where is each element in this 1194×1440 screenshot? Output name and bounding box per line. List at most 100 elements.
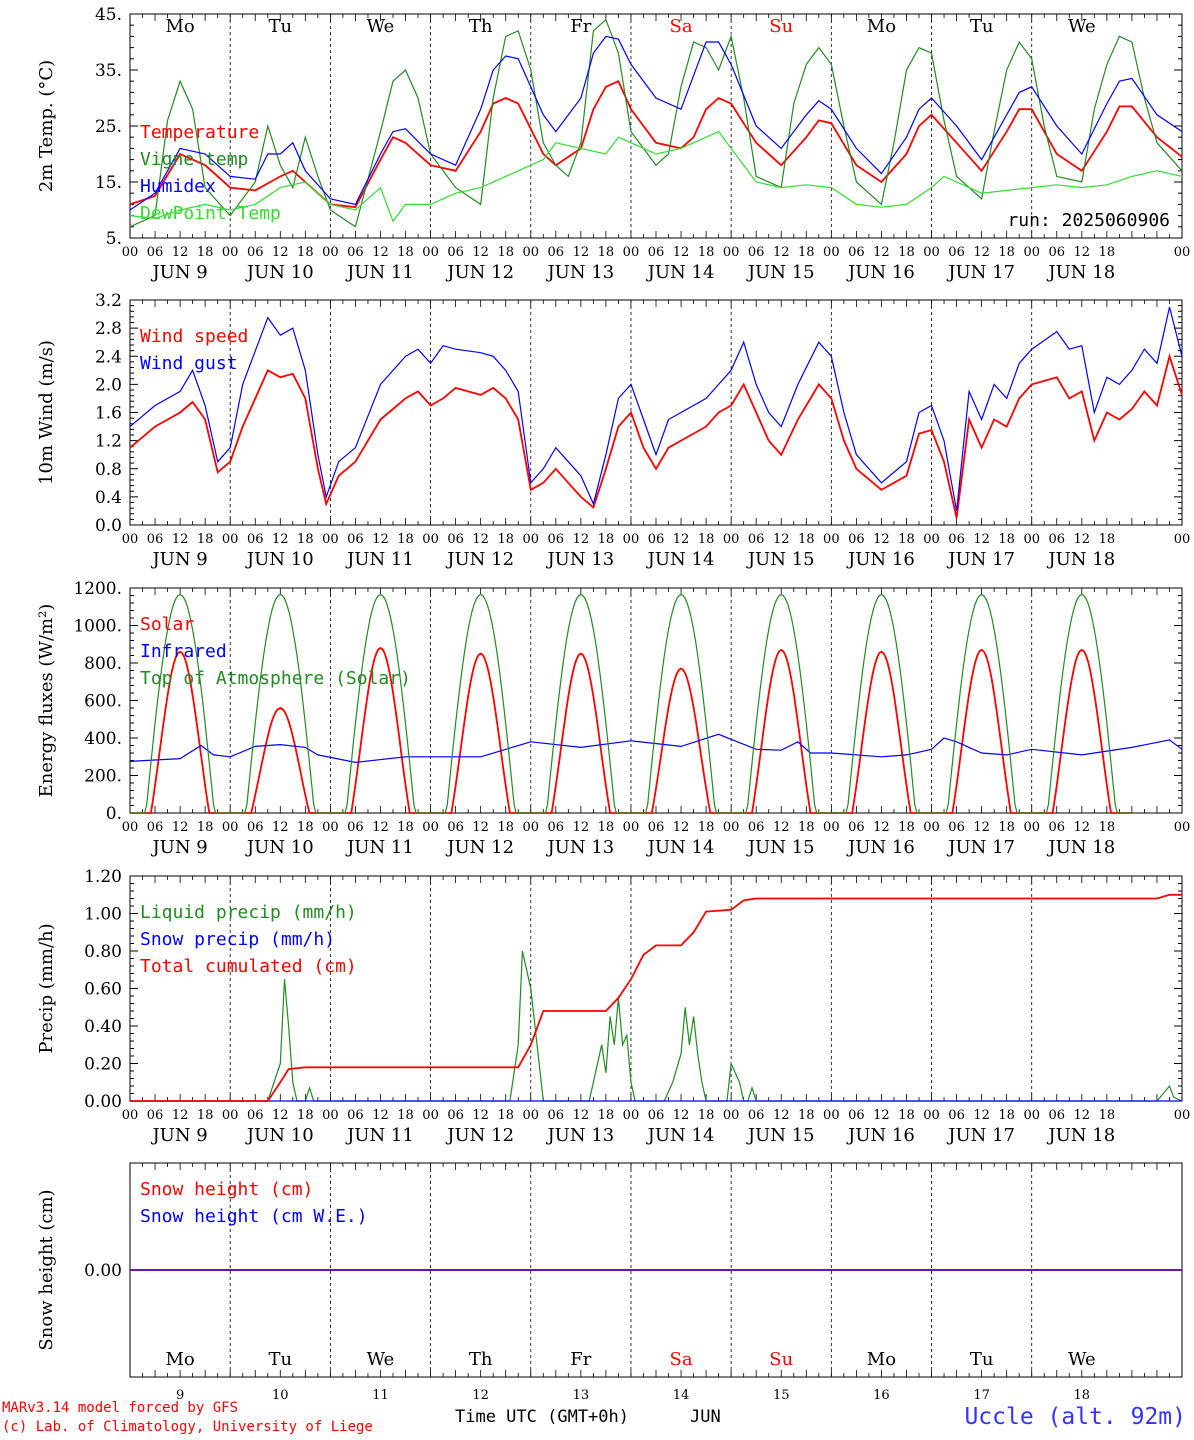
hour-tick-label: 00 xyxy=(222,532,239,547)
hour-tick-label: 00 xyxy=(322,245,339,260)
y-tick-label: 800. xyxy=(84,654,122,674)
date-label: JUN 12 xyxy=(445,837,514,858)
hour-tick-label: 06 xyxy=(748,532,765,547)
hour-tick-label: 06 xyxy=(948,820,965,835)
hour-tick-label: 18 xyxy=(197,532,214,547)
hour-tick-label: 00 xyxy=(1174,820,1191,835)
hour-tick-label: 18 xyxy=(998,820,1015,835)
y-tick-label: 5. xyxy=(106,229,122,249)
date-label: JUN 10 xyxy=(245,549,314,570)
hour-tick-label: 18 xyxy=(1099,245,1116,260)
hour-tick-label: 06 xyxy=(948,532,965,547)
y-tick-label: 1.20 xyxy=(84,867,122,887)
date-label: JUN 11 xyxy=(345,549,414,570)
hour-tick-label: 12 xyxy=(573,820,590,835)
hour-tick-label: 00 xyxy=(923,820,940,835)
hour-tick-label: 18 xyxy=(898,1108,915,1123)
hour-tick-label: 12 xyxy=(172,1108,189,1123)
hour-tick-label: 18 xyxy=(297,1108,314,1123)
weekday-label: Su xyxy=(769,1349,793,1370)
hour-tick-label: 00 xyxy=(723,1108,740,1123)
date-label: JUN 13 xyxy=(545,262,614,283)
y-tick-label: 1.6 xyxy=(95,404,122,424)
date-label: JUN 13 xyxy=(545,1125,614,1146)
y-tick-label: 45. xyxy=(95,5,122,25)
hour-tick-label: 00 xyxy=(422,532,439,547)
hour-tick-label: 06 xyxy=(648,245,665,260)
weekday-label: Tu xyxy=(970,16,994,37)
hour-tick-label: 12 xyxy=(272,820,289,835)
hour-tick-label: 00 xyxy=(122,245,139,260)
hour-tick-label: 18 xyxy=(898,532,915,547)
weekday-label: Sa xyxy=(670,16,693,37)
hour-tick-label: 12 xyxy=(673,532,690,547)
hour-tick-label: 12 xyxy=(773,532,790,547)
date-label: JUN 12 xyxy=(445,262,514,283)
hour-tick-label: 00 xyxy=(1023,532,1040,547)
hour-tick-label: 00 xyxy=(823,1108,840,1123)
date-label: JUN 16 xyxy=(846,1125,915,1146)
hour-tick-label: 00 xyxy=(522,532,539,547)
hour-tick-label: 12 xyxy=(172,820,189,835)
hour-tick-label: 00 xyxy=(422,245,439,260)
date-label: JUN 14 xyxy=(646,1125,715,1146)
y-tick-label: 0.20 xyxy=(84,1055,122,1075)
hour-tick-label: 12 xyxy=(773,245,790,260)
hour-tick-label: 00 xyxy=(222,820,239,835)
hour-tick-label: 06 xyxy=(447,245,464,260)
hour-tick-label: 18 xyxy=(1099,532,1116,547)
legend-entry: Humidex xyxy=(140,176,216,197)
hour-tick-label: 06 xyxy=(548,532,565,547)
lab-credit: (c) Lab. of Climatology, University of L… xyxy=(2,1419,373,1435)
hour-tick-label: 18 xyxy=(998,245,1015,260)
date-label: JUN 15 xyxy=(746,837,815,858)
hour-tick-label: 00 xyxy=(1023,1108,1040,1123)
y-tick-label: 15. xyxy=(95,173,122,193)
hour-tick-label: 12 xyxy=(973,820,990,835)
hour-tick-label: 06 xyxy=(347,245,364,260)
date-label: JUN 15 xyxy=(746,1125,815,1146)
y-tick-label: 1000. xyxy=(73,617,122,637)
hour-tick-label: 06 xyxy=(147,1108,164,1123)
plot-frame xyxy=(129,587,1183,814)
date-label: JUN 16 xyxy=(846,262,915,283)
date-label: JUN 14 xyxy=(646,837,715,858)
day-number-label: 18 xyxy=(1074,1388,1091,1403)
legend-entry: Temperature xyxy=(140,122,259,143)
hour-tick-label: 06 xyxy=(247,820,264,835)
hour-tick-label: 00 xyxy=(422,1108,439,1123)
y-axis-title: 2m Temp. (°C) xyxy=(36,60,57,192)
hour-tick-label: 00 xyxy=(222,1108,239,1123)
hour-tick-label: 18 xyxy=(297,532,314,547)
date-label: JUN 16 xyxy=(846,837,915,858)
hour-tick-label: 18 xyxy=(598,820,615,835)
hour-tick-label: 06 xyxy=(948,1108,965,1123)
date-label: JUN 11 xyxy=(345,837,414,858)
hour-tick-label: 18 xyxy=(698,1108,715,1123)
y-tick-label: 2.0 xyxy=(95,375,122,395)
day-number-label: 16 xyxy=(873,1388,890,1403)
day-number-label: 14 xyxy=(673,1388,690,1403)
date-label: JUN 9 xyxy=(150,1125,207,1146)
hour-tick-label: 00 xyxy=(1023,245,1040,260)
date-label: JUN 9 xyxy=(150,262,207,283)
hour-tick-label: 12 xyxy=(372,532,389,547)
weekday-label: Su xyxy=(769,16,793,37)
hour-tick-label: 18 xyxy=(497,1108,514,1123)
day-number-label: 10 xyxy=(272,1388,289,1403)
hour-tick-label: 00 xyxy=(923,245,940,260)
hour-tick-label: 18 xyxy=(197,245,214,260)
y-tick-label: 2.8 xyxy=(95,319,122,339)
hour-tick-label: 00 xyxy=(1174,1108,1191,1123)
date-label: JUN 11 xyxy=(345,262,414,283)
hour-tick-label: 18 xyxy=(998,532,1015,547)
hour-tick-label: 18 xyxy=(497,245,514,260)
date-label: JUN 18 xyxy=(1046,1125,1115,1146)
y-tick-label: 0.60 xyxy=(84,980,122,1000)
hour-tick-label: 18 xyxy=(898,820,915,835)
hour-tick-label: 12 xyxy=(873,245,890,260)
date-label: JUN 10 xyxy=(245,837,314,858)
hour-tick-label: 06 xyxy=(748,820,765,835)
plot-frame xyxy=(129,13,1183,239)
y-tick-label: 0. xyxy=(106,804,122,824)
